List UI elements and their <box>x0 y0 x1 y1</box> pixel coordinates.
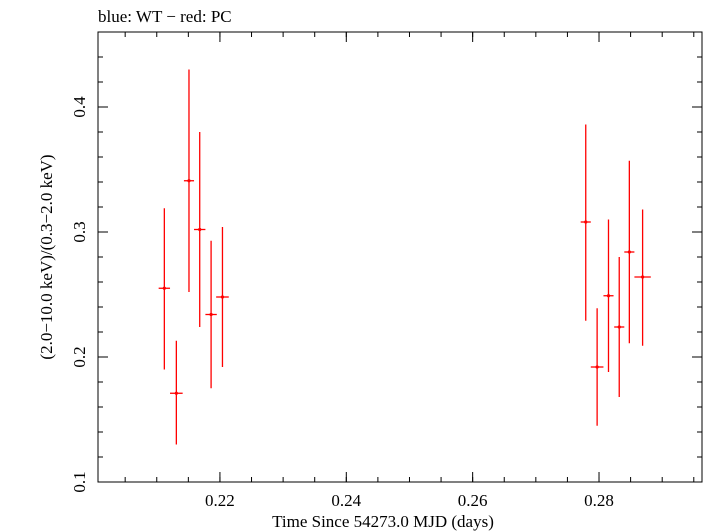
point-marker <box>220 295 225 299</box>
axis-ticks <box>98 31 702 483</box>
point-marker <box>641 275 645 279</box>
data-point <box>634 209 651 346</box>
point-marker <box>584 220 588 224</box>
y-tick-label: 0.3 <box>70 221 89 242</box>
x-tick-label: 0.22 <box>205 491 235 510</box>
point-marker <box>162 286 166 290</box>
data-point <box>216 227 229 367</box>
point-marker <box>606 294 611 298</box>
data-point <box>614 257 625 397</box>
x-tick-labels: 0.22 0.24 0.26 0.28 <box>205 491 614 510</box>
y-tick-label: 0.2 <box>70 346 89 367</box>
x-tick-label: 0.28 <box>584 491 614 510</box>
y-tick-labels: 0.1 0.2 0.3 0.4 <box>70 96 89 493</box>
data-point <box>205 240 217 389</box>
x-axis-label: Time Since 54273.0 MJD (days) <box>272 512 494 531</box>
data-point <box>158 208 171 370</box>
data-point <box>183 69 195 292</box>
data-point <box>590 308 604 426</box>
x-tick-label: 0.24 <box>331 491 361 510</box>
point-marker <box>174 391 178 395</box>
data-point <box>603 219 614 372</box>
y-tick-label: 0.1 <box>70 471 89 492</box>
data-point <box>170 340 183 445</box>
data-point <box>624 160 635 344</box>
point-marker <box>198 227 202 232</box>
point-marker <box>627 250 631 254</box>
data-point <box>194 132 206 327</box>
point-marker <box>187 179 191 183</box>
data-point <box>580 124 591 321</box>
y-tick-label: 0.4 <box>70 96 89 118</box>
point-marker <box>209 312 213 317</box>
x-tick-label: 0.26 <box>458 491 488 510</box>
point-marker <box>595 365 599 369</box>
data-points <box>158 69 651 445</box>
y-axis-label: (2.0−10.0 keV)/(0.3−2.0 keV) <box>37 154 56 359</box>
chart-title: blue: WT − red: PC <box>98 7 232 26</box>
point-marker <box>617 325 621 329</box>
